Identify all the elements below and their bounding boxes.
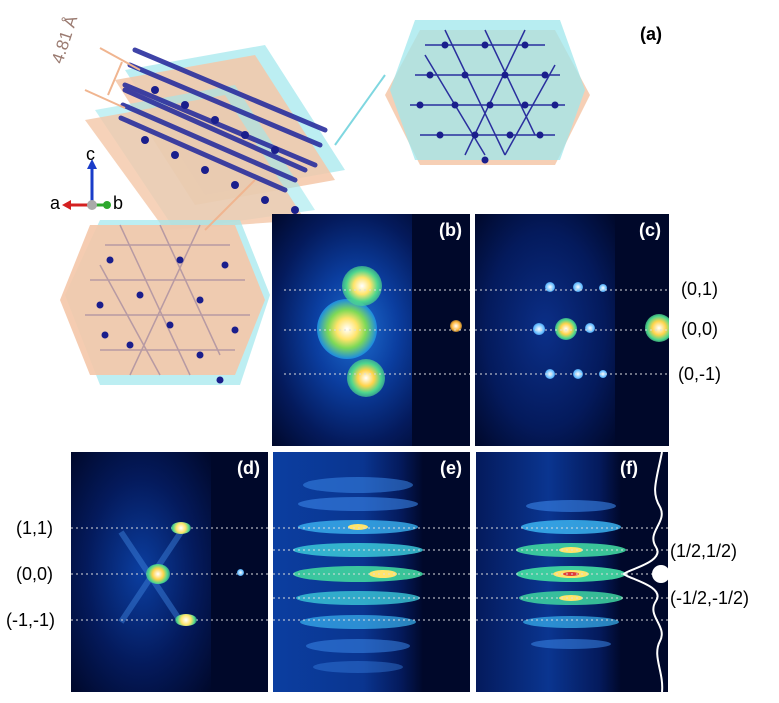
panel-b-label: (b)	[439, 220, 462, 240]
callout-line-right	[334, 74, 386, 146]
index-label-1-1: (1,1)	[16, 518, 54, 538]
index-label-m1-m1: (-1,-1)	[6, 610, 55, 630]
diffraction-panel-d: (d)	[71, 452, 268, 692]
index-label-mhalf-mhalf: (-1/2,-1/2)	[670, 588, 750, 608]
diffraction-panel-f: (f)	[476, 452, 668, 692]
index-label-0-0-left: (0,0)	[16, 564, 54, 584]
diffraction-panel-b: (b)	[272, 214, 470, 446]
axis-a-label: a	[50, 193, 61, 213]
callout-line-left	[204, 179, 256, 231]
panel-d-label: (d)	[237, 458, 260, 478]
layer-stack-illustration	[85, 45, 345, 230]
diffraction-panel-c: (c)	[475, 214, 669, 446]
diffraction-panel-e: (e)	[273, 452, 470, 692]
panel-a-label: (a)	[640, 24, 662, 44]
axes-triad	[62, 159, 111, 210]
index-label-half-half: (1/2,1/2)	[670, 541, 738, 561]
index-label-0-1: (0,1)	[681, 279, 719, 299]
index-label-0-0-right: (0,0)	[681, 319, 719, 339]
panel-f-label: (f)	[620, 458, 638, 478]
kagome-top-view-right	[385, 20, 590, 165]
panel-c-label: (c)	[639, 220, 661, 240]
distance-marker	[84, 47, 141, 109]
axis-c-label: c	[86, 144, 95, 164]
index-label-0-m1: (0,-1)	[678, 364, 722, 384]
kagome-top-view-left	[60, 220, 270, 385]
panel-e-label: (e)	[440, 458, 462, 478]
axis-b-label: b	[113, 193, 124, 213]
